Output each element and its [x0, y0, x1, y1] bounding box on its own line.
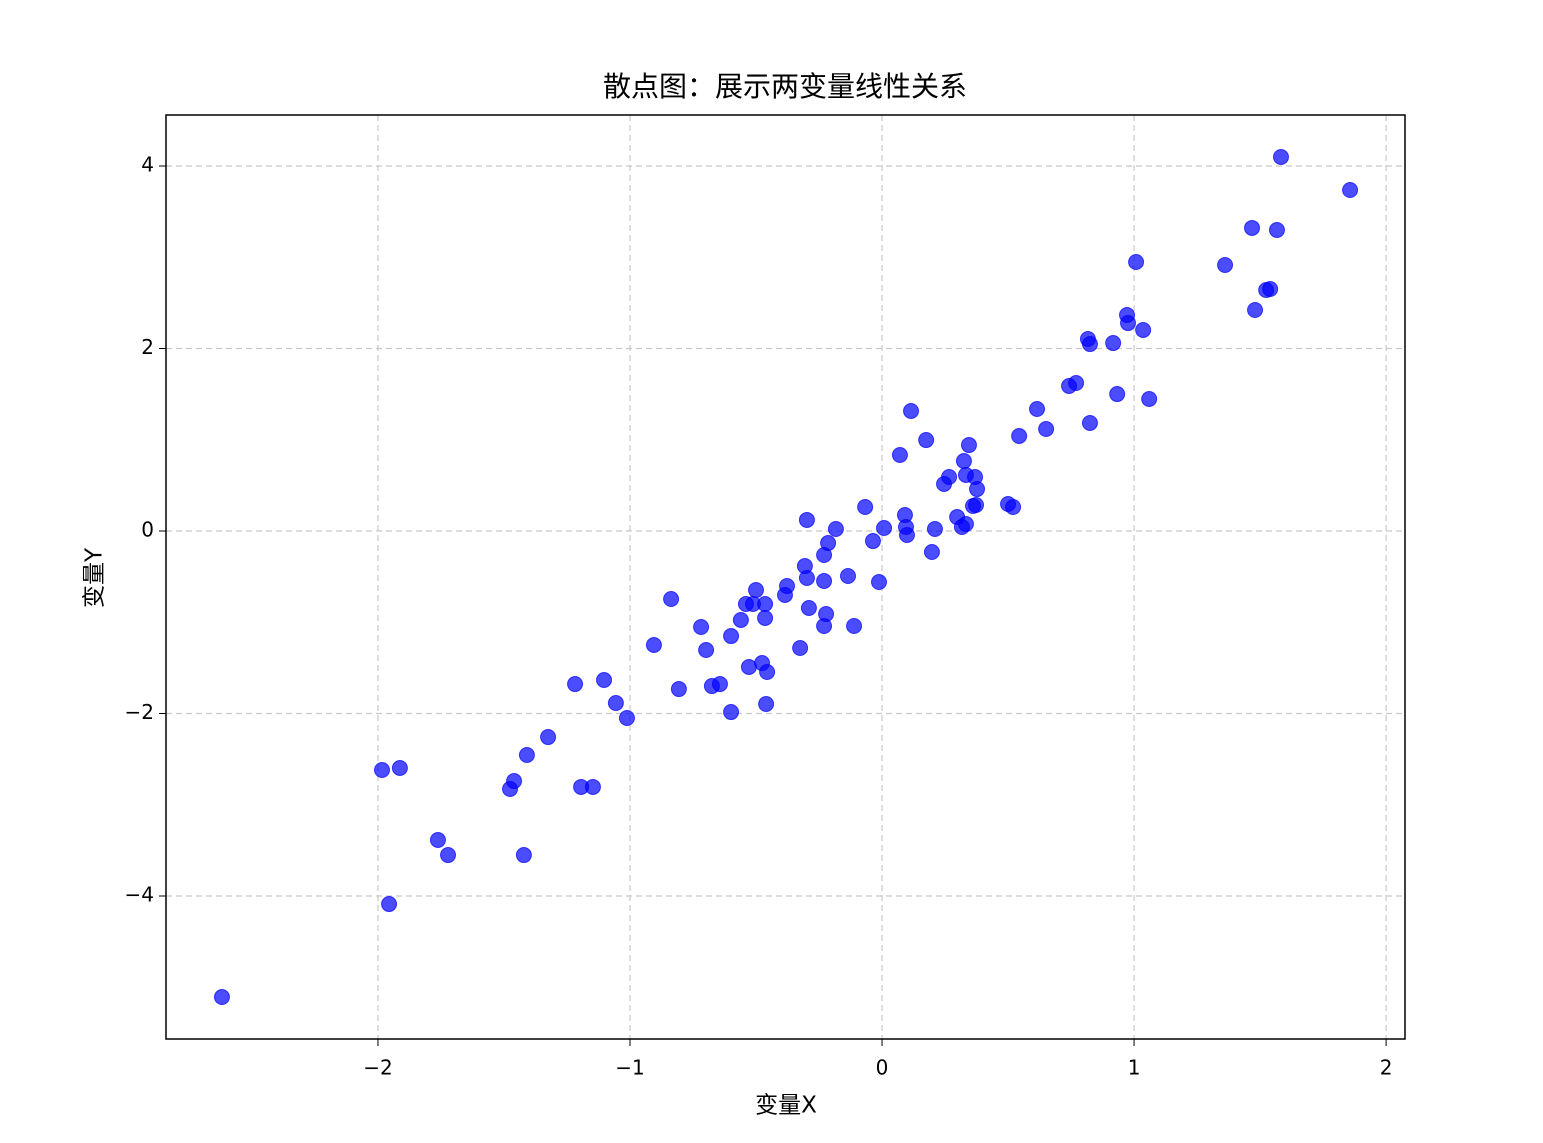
point: [792, 639, 809, 656]
point: [960, 437, 977, 454]
point: [607, 695, 624, 712]
point: [429, 831, 446, 848]
point: [723, 704, 740, 721]
point: [540, 729, 557, 746]
point: [846, 618, 863, 635]
point: [816, 573, 833, 590]
point: [1141, 390, 1158, 407]
point: [918, 432, 935, 449]
point: [670, 681, 687, 698]
point: [1011, 428, 1028, 445]
point: [758, 696, 775, 713]
x-tick-label: 0: [876, 1056, 889, 1080]
point: [518, 747, 535, 764]
point: [618, 709, 635, 726]
point: [759, 663, 776, 680]
point: [891, 446, 908, 463]
point: [723, 628, 740, 645]
point: [1217, 257, 1234, 274]
point: [567, 676, 584, 693]
point: [1109, 386, 1126, 403]
y-tick-label: 2: [141, 335, 154, 359]
point: [820, 535, 837, 552]
x-tick-label: −2: [363, 1056, 392, 1080]
point: [957, 515, 974, 532]
y-tick-label: −4: [125, 883, 154, 907]
plot-frame: [165, 114, 1406, 1040]
point: [1105, 335, 1122, 352]
point: [663, 590, 680, 607]
point: [1272, 148, 1289, 165]
y-tick-label: −2: [125, 700, 154, 724]
point: [1135, 321, 1152, 338]
point: [381, 896, 398, 913]
point: [693, 619, 710, 636]
point: [864, 533, 881, 550]
point: [1005, 499, 1022, 516]
point: [515, 847, 532, 864]
point: [1268, 221, 1285, 238]
point: [955, 453, 972, 470]
point: [798, 570, 815, 587]
point: [1342, 182, 1359, 199]
x-tick-label: 1: [1128, 1056, 1141, 1080]
point: [969, 481, 986, 498]
point: [1038, 420, 1055, 437]
point: [968, 497, 985, 514]
point: [818, 606, 835, 623]
point: [1081, 336, 1098, 353]
y-axis-label: 变量Y: [82, 547, 108, 608]
point: [923, 543, 940, 560]
point: [1247, 302, 1264, 319]
point: [903, 403, 920, 420]
point: [732, 611, 749, 628]
point: [840, 567, 857, 584]
point: [871, 574, 888, 591]
point: [1029, 401, 1046, 418]
point: [1068, 375, 1085, 392]
point: [596, 672, 613, 689]
point: [213, 989, 230, 1006]
point: [757, 596, 774, 613]
point: [373, 761, 390, 778]
point: [1120, 315, 1137, 332]
point: [876, 519, 893, 536]
point: [711, 676, 728, 693]
point: [757, 609, 774, 626]
point: [926, 521, 943, 538]
chart-title: 散点图：展示两变量线性关系: [603, 70, 967, 103]
point: [1262, 281, 1279, 298]
y-tick-label: 0: [141, 518, 154, 542]
point: [779, 578, 796, 595]
point: [798, 511, 815, 528]
point: [584, 778, 601, 795]
point: [645, 636, 662, 653]
point: [748, 582, 765, 599]
point: [898, 527, 915, 544]
point: [941, 468, 958, 485]
y-tick-label: 4: [141, 153, 154, 177]
x-tick-label: 2: [1380, 1056, 1393, 1080]
point: [1244, 219, 1261, 236]
x-tick-label: −1: [615, 1056, 644, 1080]
point: [1128, 254, 1145, 271]
point: [506, 773, 523, 790]
point: [827, 521, 844, 538]
point: [698, 642, 715, 659]
point: [391, 759, 408, 776]
point: [1081, 414, 1098, 431]
x-axis-label: 变量X: [755, 1093, 817, 1119]
point: [800, 600, 817, 617]
point: [857, 499, 874, 516]
point: [440, 847, 457, 864]
